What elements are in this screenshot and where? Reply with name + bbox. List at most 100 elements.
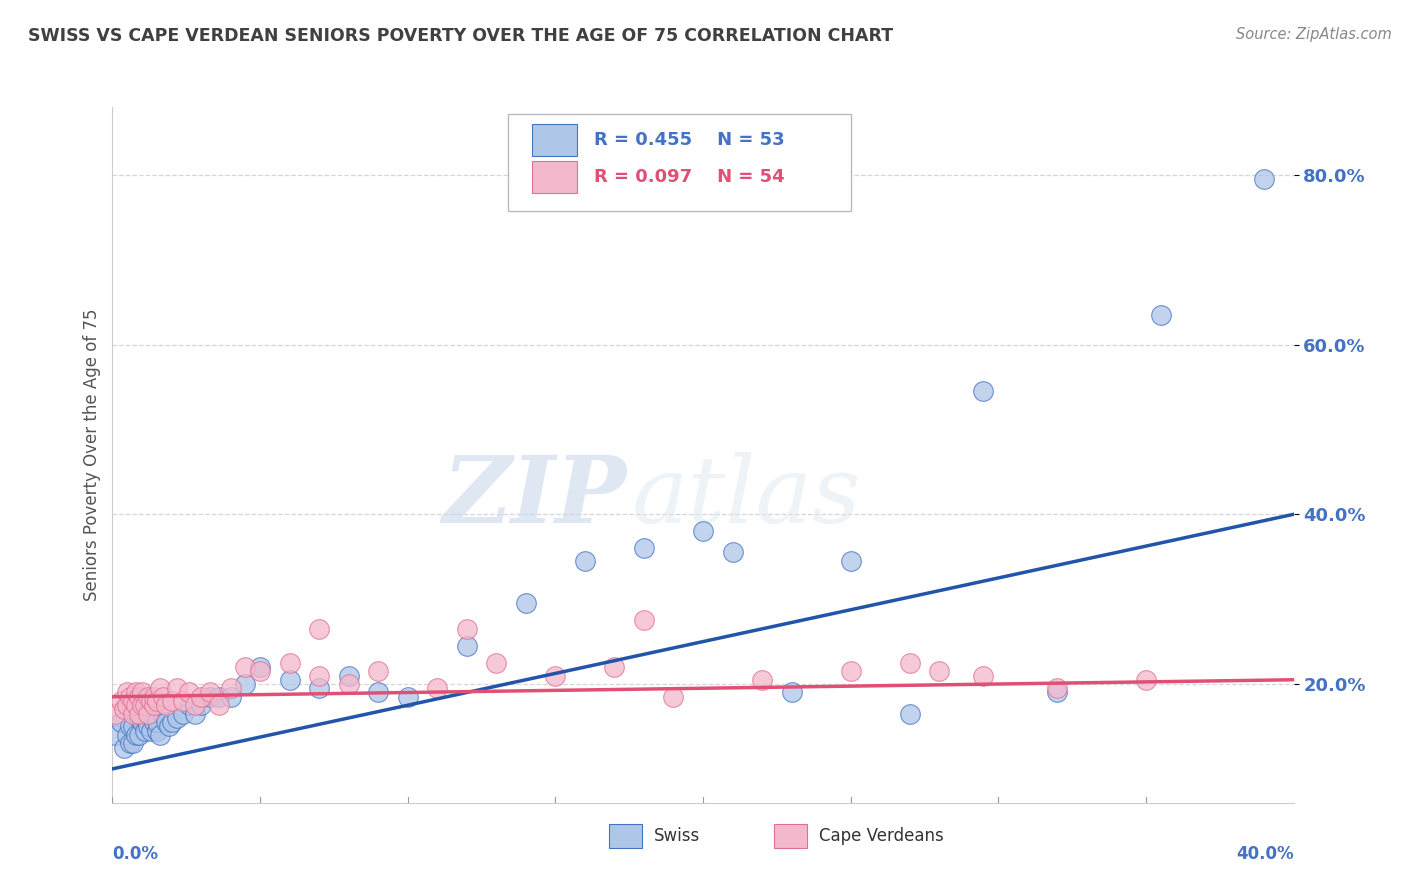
FancyBboxPatch shape	[531, 161, 576, 193]
Text: SWISS VS CAPE VERDEAN SENIORS POVERTY OVER THE AGE OF 75 CORRELATION CHART: SWISS VS CAPE VERDEAN SENIORS POVERTY OV…	[28, 27, 893, 45]
Point	[208, 698, 231, 713]
Point	[149, 728, 172, 742]
Point	[308, 681, 330, 696]
Point	[456, 639, 478, 653]
Point	[112, 702, 135, 716]
Point	[208, 690, 231, 704]
Point	[233, 677, 256, 691]
Point	[157, 719, 180, 733]
Point	[142, 715, 165, 730]
Point	[125, 698, 148, 713]
Point	[179, 698, 201, 713]
Text: ZIP: ZIP	[441, 451, 626, 541]
Point	[337, 668, 360, 682]
Point	[134, 698, 156, 713]
Point	[1135, 673, 1157, 687]
Point	[146, 723, 169, 738]
Point	[1046, 685, 1069, 699]
Point	[662, 690, 685, 704]
Point	[128, 690, 150, 704]
Point	[172, 694, 194, 708]
Point	[456, 622, 478, 636]
Point	[128, 711, 150, 725]
Point	[249, 660, 271, 674]
Point	[190, 690, 212, 704]
Point	[928, 665, 950, 679]
Point	[142, 698, 165, 713]
Point	[134, 711, 156, 725]
Text: Swiss: Swiss	[654, 827, 700, 845]
Point	[278, 673, 301, 687]
Point	[367, 665, 389, 679]
Point	[122, 719, 145, 733]
Point	[160, 715, 183, 730]
Point	[110, 694, 132, 708]
Point	[139, 694, 162, 708]
Point	[1150, 308, 1173, 322]
FancyBboxPatch shape	[531, 124, 576, 156]
Point	[134, 723, 156, 738]
Point	[633, 541, 655, 556]
Point	[278, 656, 301, 670]
Point	[136, 706, 159, 721]
Point	[190, 698, 212, 713]
Point	[128, 728, 150, 742]
Point	[139, 706, 162, 721]
Point	[219, 690, 242, 704]
Point	[603, 660, 626, 674]
Point	[780, 685, 803, 699]
Text: Source: ZipAtlas.com: Source: ZipAtlas.com	[1236, 27, 1392, 42]
Point	[155, 715, 177, 730]
Point	[179, 685, 201, 699]
Point	[396, 690, 419, 704]
Point	[172, 706, 194, 721]
Point	[139, 723, 162, 738]
Point	[973, 668, 995, 682]
Point	[633, 613, 655, 627]
Point	[117, 685, 138, 699]
Point	[110, 715, 132, 730]
Point	[574, 554, 596, 568]
FancyBboxPatch shape	[773, 823, 807, 848]
Point	[122, 706, 145, 721]
Point	[544, 668, 567, 682]
Text: R = 0.097    N = 54: R = 0.097 N = 54	[595, 168, 785, 186]
Text: 40.0%: 40.0%	[1236, 845, 1294, 863]
Point	[219, 681, 242, 696]
Point	[152, 690, 174, 704]
Point	[308, 668, 330, 682]
Point	[122, 736, 145, 750]
Point	[136, 719, 159, 733]
Point	[146, 715, 169, 730]
Point	[308, 622, 330, 636]
Point	[426, 681, 449, 696]
Point	[973, 384, 995, 399]
Point	[104, 706, 127, 721]
Point	[146, 694, 169, 708]
Point	[120, 736, 142, 750]
Point	[751, 673, 773, 687]
Point	[142, 690, 165, 704]
Point	[120, 719, 142, 733]
Text: 0.0%: 0.0%	[112, 845, 159, 863]
Point	[198, 685, 221, 699]
Point	[131, 698, 153, 713]
Point	[198, 690, 221, 704]
Point	[120, 690, 142, 704]
FancyBboxPatch shape	[508, 114, 851, 211]
Point	[149, 681, 172, 696]
Point	[112, 740, 135, 755]
Point	[152, 706, 174, 721]
Point	[1253, 172, 1275, 186]
Point	[839, 554, 862, 568]
Point	[839, 665, 862, 679]
Text: R = 0.455    N = 53: R = 0.455 N = 53	[595, 131, 785, 149]
Point	[117, 728, 138, 742]
Point	[160, 694, 183, 708]
Point	[128, 706, 150, 721]
Point	[125, 685, 148, 699]
Text: atlas: atlas	[633, 451, 862, 541]
Point	[692, 524, 714, 539]
Point	[249, 665, 271, 679]
Point	[1046, 681, 1069, 696]
